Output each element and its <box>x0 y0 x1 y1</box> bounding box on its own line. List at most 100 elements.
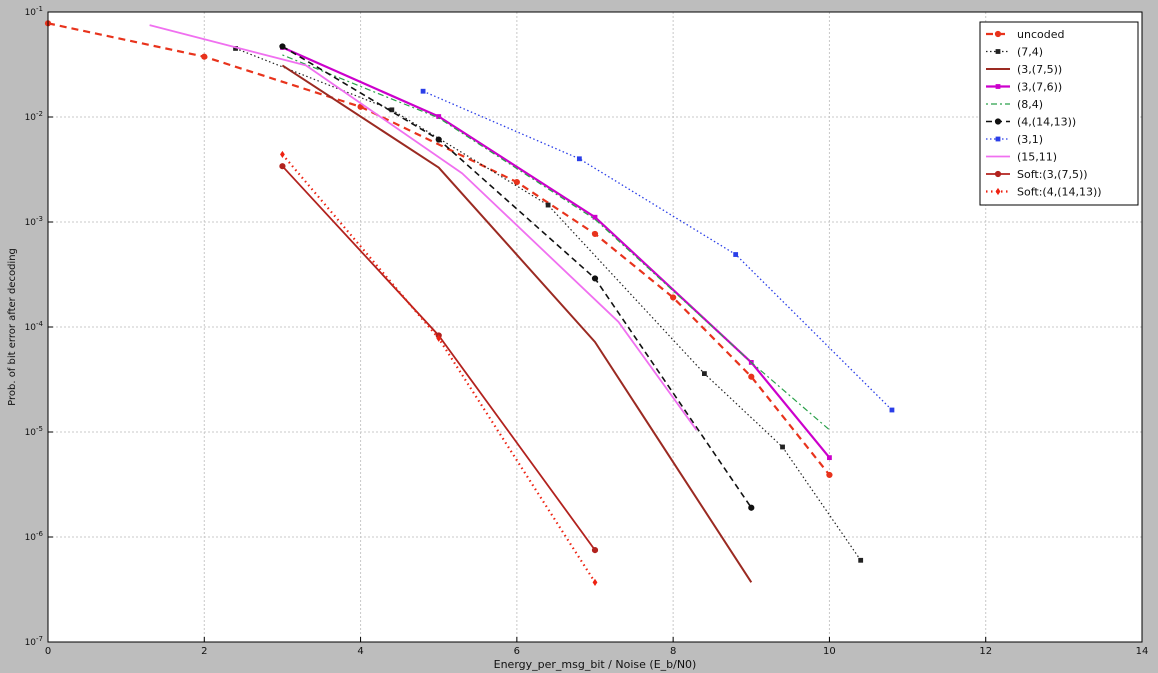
y-axis-label: Prob. of bit error after decoding <box>7 248 18 406</box>
y-tick-label: 10-2 <box>25 110 43 123</box>
y-tick-exponent: -1 <box>36 5 43 13</box>
legend-label: (3,(7,5)) <box>1017 63 1062 76</box>
data-point <box>995 84 1001 89</box>
legend-label: (3,1) <box>1017 133 1043 146</box>
y-tick-label: 10-3 <box>25 215 43 228</box>
y-tick-label: 10-6 <box>25 530 44 543</box>
data-point <box>513 178 520 186</box>
x-axis-label: Energy_per_msg_bit / Noise (E_b/N0) <box>494 658 697 671</box>
series-layer <box>44 20 895 586</box>
x-axis-ticks: 0 2 4 6 8 10 12 14 <box>45 637 1149 657</box>
data-point <box>436 334 442 342</box>
data-point <box>994 30 1002 38</box>
data-point <box>995 136 1001 142</box>
data-point <box>279 163 286 170</box>
y-tick-label: 10-4 <box>25 320 44 333</box>
legend-label: (3,(7,6)) <box>1017 81 1062 94</box>
y-tick-base: 10 <box>25 218 37 228</box>
data-point <box>436 114 442 119</box>
data-point <box>994 118 1002 125</box>
data-point <box>435 136 442 143</box>
y-tick-base: 10 <box>25 638 37 648</box>
data-point <box>545 202 551 208</box>
y-tick-label: 10-7 <box>25 635 43 648</box>
y-tick-exponent: -4 <box>36 320 44 328</box>
data-point <box>201 53 208 60</box>
legend-label: (8,4) <box>1017 98 1043 111</box>
data-point <box>280 150 285 159</box>
data-point <box>889 407 895 413</box>
y-axis-ticks: 10-710-610-510-410-310-210-1 <box>25 5 53 648</box>
data-point <box>233 46 238 51</box>
data-point <box>576 156 582 162</box>
y-tick-label: 10-1 <box>25 5 43 18</box>
y-tick-exponent: -7 <box>36 635 43 643</box>
series-line <box>149 24 698 431</box>
data-point <box>748 504 755 511</box>
plot-area-background <box>48 12 1142 642</box>
series-line <box>282 54 830 431</box>
legend-entry: (4,(14,13)) <box>986 116 1076 129</box>
legend-entry: (8,4) <box>986 98 1043 111</box>
x-tick-label: 4 <box>357 646 363 657</box>
legend-entry: Soft:(3,(7,5)) <box>986 168 1088 181</box>
legend-entry: Soft:(4,(14,13)) <box>986 186 1102 199</box>
data-point <box>592 578 598 586</box>
data-point <box>592 214 598 220</box>
series-7 <box>149 24 698 431</box>
series-line <box>47 22 831 476</box>
x-tick-label: 10 <box>823 646 836 657</box>
y-tick-label: 10-5 <box>25 425 43 438</box>
data-point <box>995 187 1001 196</box>
y-tick-base: 10 <box>25 533 37 543</box>
y-tick-exponent: -2 <box>36 110 43 118</box>
y-tick-base: 10 <box>25 323 37 333</box>
series-6 <box>420 88 895 413</box>
x-tick-label: 6 <box>514 646 520 657</box>
legend-label: Soft:(4,(14,13)) <box>1017 186 1102 199</box>
series-9 <box>280 150 598 586</box>
series-line <box>281 45 752 509</box>
series-5 <box>279 43 755 511</box>
data-point <box>591 275 599 282</box>
legend-label: (15,11) <box>1017 151 1057 164</box>
data-point <box>780 444 785 450</box>
legend-label: (4,(14,13)) <box>1017 116 1076 129</box>
legend-label: (7,4) <box>1017 46 1043 59</box>
x-tick-label: 14 <box>1136 646 1149 657</box>
data-point <box>995 49 1001 54</box>
y-tick-exponent: -3 <box>36 215 43 223</box>
data-point <box>591 547 599 554</box>
data-point <box>748 373 755 380</box>
data-point <box>420 88 426 94</box>
series-line <box>422 90 893 411</box>
data-point <box>702 371 707 376</box>
legend: uncoded (7,4) (3,(7,5)) (3,(7,6)) (8,4) (4,(1… <box>979 21 1139 206</box>
y-tick-exponent: -6 <box>36 530 44 538</box>
data-point <box>389 107 395 113</box>
legend-label: uncoded <box>1017 28 1064 41</box>
series-line <box>281 64 753 583</box>
legend-entry: (3,(7,6)) <box>986 81 1062 94</box>
x-tick-label: 2 <box>201 646 207 657</box>
series-4 <box>282 54 830 431</box>
series-1 <box>233 46 864 563</box>
legend-entry: (7,4) <box>986 46 1043 59</box>
data-point <box>826 471 833 479</box>
y-tick-base: 10 <box>25 113 37 123</box>
legend-label: Soft:(3,(7,5)) <box>1017 168 1088 181</box>
x-tick-label: 8 <box>670 646 676 657</box>
data-point <box>670 294 677 301</box>
data-point <box>279 43 286 50</box>
series-0 <box>44 20 833 479</box>
series-2 <box>281 64 753 583</box>
legend-entry: (15,11) <box>986 151 1057 164</box>
x-tick-label: 12 <box>979 646 992 657</box>
legend-entry: (3,1) <box>986 133 1043 146</box>
y-tick-base: 10 <box>25 8 37 18</box>
x-tick-label: 0 <box>45 646 51 657</box>
data-point <box>733 252 739 257</box>
data-point <box>827 455 832 461</box>
y-tick-base: 10 <box>25 428 37 438</box>
